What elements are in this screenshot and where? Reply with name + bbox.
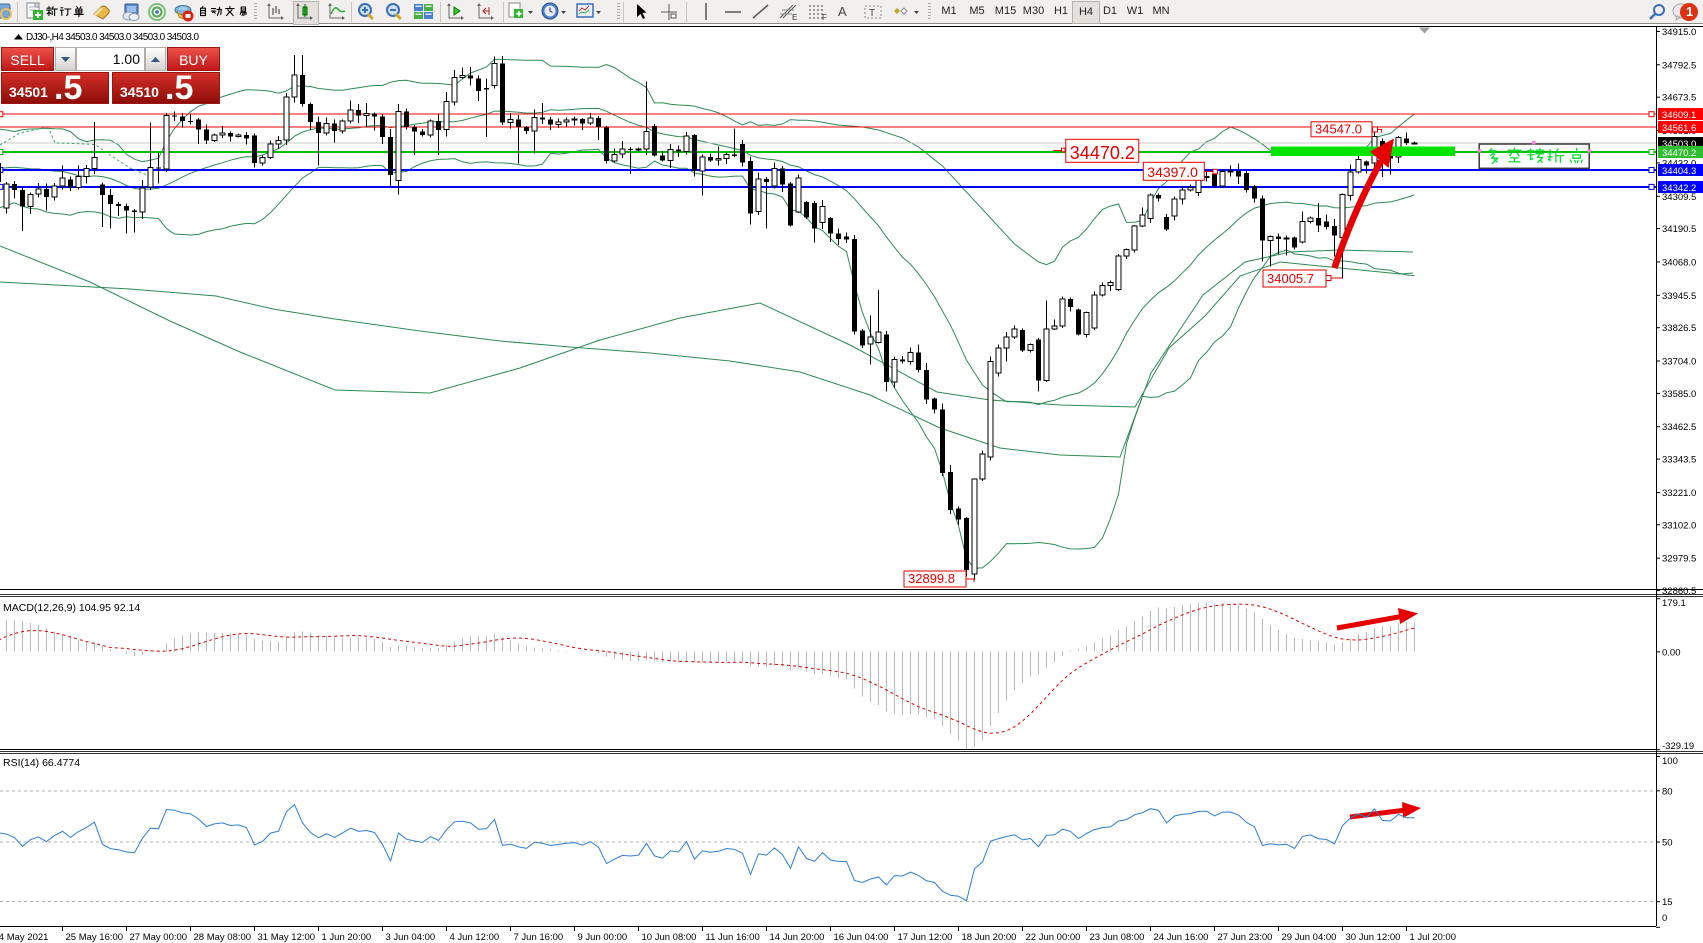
svg-text:33343.5: 33343.5 xyxy=(1662,455,1696,466)
svg-text:34397.0: 34397.0 xyxy=(1147,164,1198,180)
svg-text:27 Jun 23:00: 27 Jun 23:00 xyxy=(1218,932,1273,943)
svg-text:34005.7: 34005.7 xyxy=(1267,271,1314,286)
svg-text:23 Jun 08:00: 23 Jun 08:00 xyxy=(1090,932,1145,943)
svg-text:33704.0: 33704.0 xyxy=(1662,357,1696,368)
svg-text:34404.3: 34404.3 xyxy=(1662,166,1696,177)
svg-text:33945.5: 33945.5 xyxy=(1662,291,1696,302)
svg-text:34792.5: 34792.5 xyxy=(1662,60,1696,71)
svg-text:34673.5: 34673.5 xyxy=(1662,93,1696,104)
svg-text:33826.5: 33826.5 xyxy=(1662,323,1696,334)
svg-text:34342.2: 34342.2 xyxy=(1662,183,1696,194)
svg-text:34470.2: 34470.2 xyxy=(1662,148,1696,159)
svg-text:DJ30-,H4 34503.0 34503.0 3450: DJ30-,H4 34503.0 34503.0 34503.0 34503.0 xyxy=(26,32,199,43)
svg-text:25 May 16:00: 25 May 16:00 xyxy=(66,932,124,943)
svg-text:1: 1 xyxy=(1686,4,1693,19)
svg-text:34470.2: 34470.2 xyxy=(1070,143,1135,163)
svg-text:24 Jun 16:00: 24 Jun 16:00 xyxy=(1154,932,1209,943)
svg-text:T: T xyxy=(869,8,875,19)
svg-text:0.00: 0.00 xyxy=(1662,647,1681,658)
svg-text:17 Jun 12:00: 17 Jun 12:00 xyxy=(898,932,953,943)
svg-text:7 Jun 16:00: 7 Jun 16:00 xyxy=(514,932,564,943)
svg-text:4 Jun 12:00: 4 Jun 12:00 xyxy=(450,932,500,943)
svg-text:28 May 08:00: 28 May 08:00 xyxy=(194,932,252,943)
svg-text:34915.0: 34915.0 xyxy=(1662,27,1696,38)
svg-text:29 Jun 04:00: 29 Jun 04:00 xyxy=(1282,932,1337,943)
svg-text:MACD(12,26,9) 104.95 92.14: MACD(12,26,9) 104.95 92.14 xyxy=(3,602,140,614)
svg-text:34190.5: 34190.5 xyxy=(1662,224,1696,235)
svg-text:22 Jun 00:00: 22 Jun 00:00 xyxy=(1026,932,1081,943)
svg-text:34432.0: 34432.0 xyxy=(1662,158,1696,169)
svg-text:11 Jun 16:00: 11 Jun 16:00 xyxy=(706,932,760,943)
svg-text:50: 50 xyxy=(1662,838,1673,849)
svg-text:27 May 00:00: 27 May 00:00 xyxy=(130,932,188,943)
svg-text:15: 15 xyxy=(1662,897,1673,908)
svg-text:34547.0: 34547.0 xyxy=(1315,121,1362,136)
svg-text:RSI(14) 66.4774: RSI(14) 66.4774 xyxy=(3,757,80,769)
svg-text:33585.0: 33585.0 xyxy=(1662,389,1696,400)
svg-text:0: 0 xyxy=(1662,913,1667,924)
svg-text:100: 100 xyxy=(1662,756,1678,767)
svg-text:1 Jun 20:00: 1 Jun 20:00 xyxy=(322,932,372,943)
svg-text:32860.5: 32860.5 xyxy=(1662,586,1696,597)
svg-text:-329.19: -329.19 xyxy=(1662,741,1694,752)
svg-text:32899.8: 32899.8 xyxy=(908,571,955,586)
svg-text:34561.6: 34561.6 xyxy=(1662,123,1696,134)
svg-text:16 Jun 04:00: 16 Jun 04:00 xyxy=(834,932,889,943)
svg-text:34609.1: 34609.1 xyxy=(1662,110,1696,121)
svg-text:33462.5: 33462.5 xyxy=(1662,422,1696,433)
svg-text:E: E xyxy=(792,13,797,22)
svg-text:3 Jun 04:00: 3 Jun 04:00 xyxy=(386,932,436,943)
svg-text:10 Jun 08:00: 10 Jun 08:00 xyxy=(642,932,697,943)
svg-text:34309.5: 34309.5 xyxy=(1662,192,1696,203)
svg-text:179.1: 179.1 xyxy=(1662,598,1686,609)
svg-text:33102.0: 33102.0 xyxy=(1662,520,1696,531)
svg-text:30 Jun 12:00: 30 Jun 12:00 xyxy=(1346,932,1401,943)
svg-text:32979.5: 32979.5 xyxy=(1662,554,1696,565)
svg-text:34503.0: 34503.0 xyxy=(1662,139,1696,150)
svg-text:9 Jun 00:00: 9 Jun 00:00 xyxy=(578,932,628,943)
svg-text:14 Jun 20:00: 14 Jun 20:00 xyxy=(770,932,825,943)
svg-text:33221.0: 33221.0 xyxy=(1662,488,1696,499)
svg-text:18 Jun 20:00: 18 Jun 20:00 xyxy=(962,932,1017,943)
svg-text:24 May 2021: 24 May 2021 xyxy=(0,932,48,943)
svg-text:1 Jul 20:00: 1 Jul 20:00 xyxy=(1410,932,1456,943)
svg-text:34068.0: 34068.0 xyxy=(1662,258,1696,269)
svg-text:F: F xyxy=(822,13,827,22)
svg-text:31 May 12:00: 31 May 12:00 xyxy=(258,932,316,943)
svg-text:80: 80 xyxy=(1662,786,1673,797)
